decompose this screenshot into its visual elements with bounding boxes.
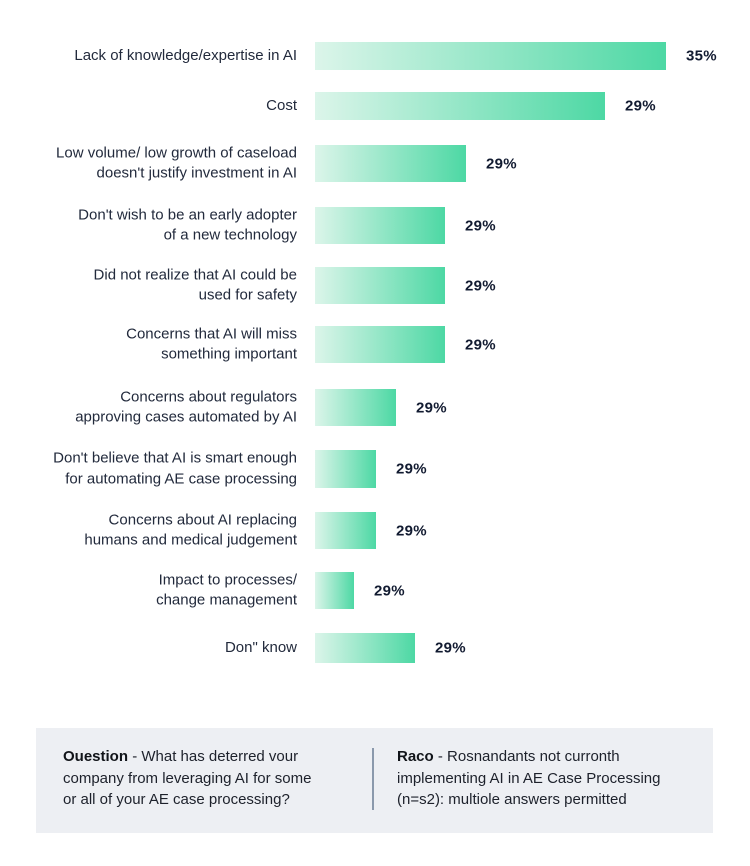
value-label: 29% <box>435 639 466 657</box>
bar <box>315 572 354 609</box>
chart-row: Impact to processes/ change management 2… <box>0 571 750 609</box>
chart-row: Don" know 29% <box>0 633 750 663</box>
category-label: Lack of knowledge/expertise in AI <box>74 46 297 64</box>
footer-note-panel: Ouestion - What has deterred vour compan… <box>36 728 713 833</box>
chart-row: Don't wish to be an early adopter of a n… <box>0 206 750 244</box>
chart-row: Cost 29% <box>0 92 750 120</box>
value-label: 29% <box>486 155 517 172</box>
bar <box>315 145 466 182</box>
value-label: 29% <box>625 97 656 115</box>
bar <box>315 326 445 363</box>
footer-divider <box>372 748 374 810</box>
value-label: 29% <box>396 460 427 478</box>
footer-question-lead: Ouestion <box>63 748 129 765</box>
category-label: Low volume/ low growth of caseload doesn… <box>56 144 297 182</box>
bar <box>315 389 396 426</box>
category-label: Impact to processes/ change management <box>156 571 297 609</box>
value-label: 29% <box>396 522 427 539</box>
value-label: 29% <box>465 336 496 353</box>
bar <box>315 633 415 663</box>
category-label: Don't wish to be an early adopter of a n… <box>78 206 297 244</box>
bar <box>315 267 445 304</box>
category-label: Don" know <box>224 638 297 656</box>
value-label: 29% <box>416 399 447 416</box>
category-label: Cost <box>266 96 297 114</box>
chart-row: Concerns that AI will miss something imp… <box>0 325 750 363</box>
chart-row: Low volume/ low growth of caseload doesn… <box>0 144 750 182</box>
footer-base-body: - Rosnandants not curronth implementing … <box>397 748 661 808</box>
chart-row: Don't believe that AI is smart enough fo… <box>0 450 750 488</box>
chart-row: Concerns about AI replacing humans and m… <box>0 511 750 549</box>
bar <box>315 42 666 70</box>
bar <box>315 450 376 488</box>
value-label: 29% <box>465 217 496 234</box>
category-label: Concerns about regulators approving case… <box>75 388 297 426</box>
category-label: Don't believe that AI is smart enough fo… <box>53 449 297 488</box>
bar <box>315 207 445 244</box>
category-label: Concerns that AI will miss something imp… <box>126 325 297 363</box>
chart-row: Lack of knowledge/expertise in AI 35% <box>0 42 750 70</box>
value-label: 35% <box>686 47 717 65</box>
chart-row: Concerns about regulators approving case… <box>0 388 750 426</box>
category-label: Did not realize that AI could be used fo… <box>93 266 297 304</box>
footer-base-lead: Raco <box>397 748 434 765</box>
chart-row: Did not realize that AI could be used fo… <box>0 266 750 304</box>
footer-question-body: - What has deterred vour company from le… <box>63 748 312 808</box>
footer-question-text: Ouestion - What has deterred vour compan… <box>63 746 375 811</box>
value-label: 29% <box>465 277 496 294</box>
value-label: 29% <box>374 582 405 599</box>
bar <box>315 512 376 549</box>
bar <box>315 92 605 120</box>
footer-base-text: Raco - Rosnandants not curronth implemen… <box>397 746 705 811</box>
category-label: Concerns about AI replacing humans and m… <box>84 511 297 549</box>
